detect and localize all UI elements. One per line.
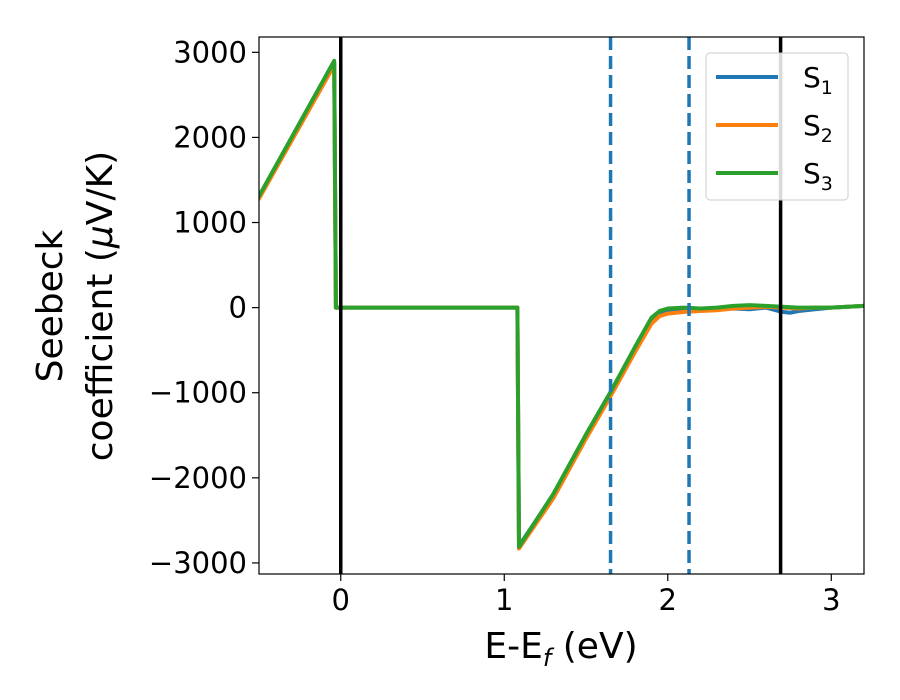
y-tick-label: −1000 [149,376,247,410]
x-axis-title-unit: (eV) [551,626,637,667]
x-tick-label: 0 [332,583,350,617]
y-axis-title-suffix: V/K) [80,151,121,225]
y-tick-label: 1000 [173,206,247,240]
y-tick-label: 3000 [173,35,247,69]
y-tick-label: −2000 [149,461,247,495]
y-tick-label: −3000 [149,546,247,580]
data-layer [259,58,864,551]
y-tick-label: 0 [229,291,247,325]
x-axis-title-main: E-E [484,626,542,667]
y-tick-label: 2000 [173,120,247,154]
series-line-s3 [259,58,864,549]
y-axis-title-prefix: coefficient ( [80,248,121,461]
x-axis-ticks: 0 1 2 3 [332,574,841,617]
legend-label-s3: S3 [803,157,833,195]
plot-frame [258,36,865,575]
legend: S1 S2 S3 [705,52,849,201]
y-axis-title-mu: μ [80,225,121,249]
x-tick-label: 3 [822,583,840,617]
y-axis-title-line2: coefficient (μV/K) [80,151,121,461]
legend-label-s2: S2 [803,109,833,147]
x-tick-label: 1 [495,583,513,617]
y-axis-title-line1: Seebeck [30,229,71,382]
x-tick-label: 2 [659,583,677,617]
x-axis-title: E-Ef (eV) [484,626,637,672]
legend-label-s1: S1 [803,61,833,99]
y-axis-title: Seebeck coefficient (μV/K) [30,151,121,461]
y-axis-ticks: −3000 −2000 −1000 0 1000 2000 3000 [149,35,259,580]
